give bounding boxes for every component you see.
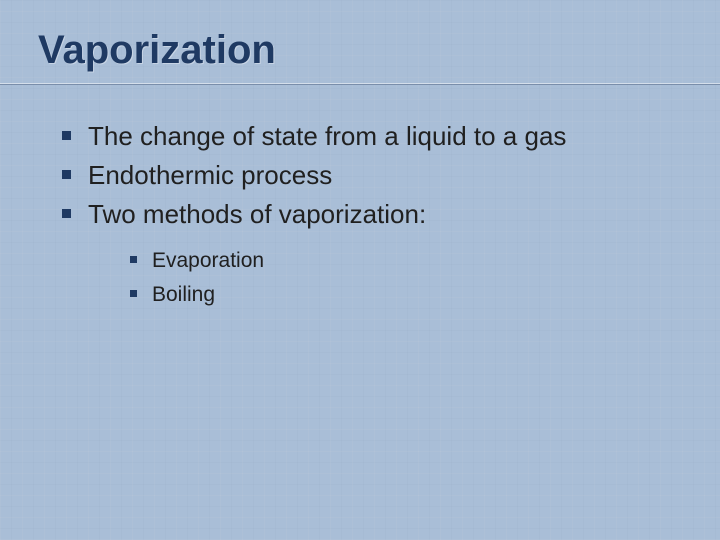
bullet-text: Evaporation [152,249,264,272]
list-item: Endothermic process [62,158,682,193]
slide: Vaporization The change of state from a … [0,0,720,540]
list-item: Boiling [130,280,682,309]
slide-title: Vaporization [38,28,682,83]
bullet-text: Boiling [152,283,215,306]
title-underline [0,83,720,85]
bullet-text: The change of state from a liquid to a g… [88,121,566,151]
list-item: Evaporation [130,246,682,275]
bullet-text: Two methods of vaporization: [88,199,426,229]
bullet-text: Endothermic process [88,160,332,190]
bullet-list-level1: The change of state from a liquid to a g… [38,119,682,309]
bullet-list-level2: Evaporation Boiling [88,246,682,309]
list-item: The change of state from a liquid to a g… [62,119,682,154]
list-item: Two methods of vaporization: Evaporation… [62,197,682,309]
